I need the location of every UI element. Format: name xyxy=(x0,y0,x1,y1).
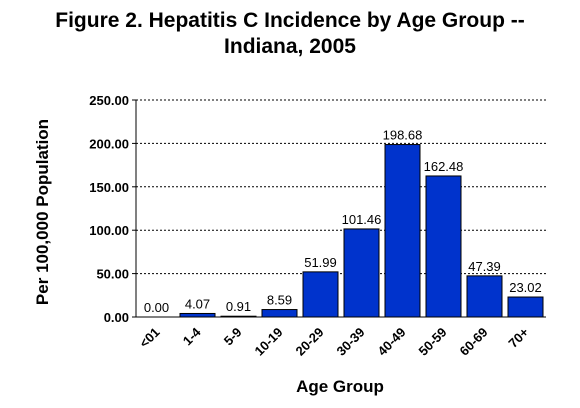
x-axis-label: Age Group xyxy=(296,377,384,396)
x-tick-label: 10-19 xyxy=(252,325,286,359)
data-label: 4.07 xyxy=(185,296,210,311)
bar xyxy=(261,309,298,318)
chart-title-line1: Figure 2. Hepatitis C Incidence by Age G… xyxy=(55,9,525,32)
bar xyxy=(425,175,462,318)
bar xyxy=(343,228,380,318)
x-tick-label: 60-69 xyxy=(457,325,491,359)
data-label: 101.46 xyxy=(342,212,382,227)
data-label: 0.91 xyxy=(226,299,251,314)
y-axis-ticks: 0.00 50.00 100.00 150.00 200.00 250.00 xyxy=(89,93,136,325)
y-tick-label: 150.00 xyxy=(89,180,129,195)
y-tick-label: 200.00 xyxy=(89,136,129,151)
data-label: 23.02 xyxy=(509,280,542,295)
bar xyxy=(466,275,503,318)
y-tick-label: 50.00 xyxy=(96,267,129,282)
bar xyxy=(302,271,339,318)
chart-title: Figure 2. Hepatitis C Incidence by Age G… xyxy=(0,8,580,60)
x-tick-label: 40-49 xyxy=(375,325,409,359)
data-label: 198.68 xyxy=(383,128,423,143)
y-axis-label: Per 100,000 Population xyxy=(33,119,52,305)
x-tick-label: 5-9 xyxy=(221,325,245,349)
x-tick-label: 1-4 xyxy=(180,324,204,348)
bars xyxy=(179,144,544,318)
data-label: 51.99 xyxy=(304,255,337,270)
x-tick-label: <01 xyxy=(136,325,162,351)
x-axis-ticks: <01 1-4 5-9 10-19 20-29 30-39 40-49 50-59 60-69 7… xyxy=(136,324,531,359)
data-label: 162.48 xyxy=(424,159,464,174)
gridlines xyxy=(136,99,546,275)
data-labels: 0.00 4.07 0.91 8.59 51.99 101.46 198.68 162.48 4… xyxy=(144,128,542,315)
y-tick-label: 100.00 xyxy=(89,223,129,238)
x-tick-label: 30-39 xyxy=(334,325,368,359)
data-label: 8.59 xyxy=(267,293,292,308)
x-tick-label: 50-59 xyxy=(416,325,450,359)
bar xyxy=(384,144,421,318)
bar xyxy=(179,312,216,318)
chart-title-line2: Indiana, 2005 xyxy=(224,35,356,58)
y-tick-label: 0.00 xyxy=(104,310,129,325)
bar xyxy=(507,296,544,318)
data-label: 47.39 xyxy=(468,259,501,274)
x-tick-label: 70+ xyxy=(505,324,531,350)
x-tick-label: 20-29 xyxy=(293,325,327,359)
data-label: 0.00 xyxy=(144,300,169,315)
y-tick-label: 250.00 xyxy=(89,93,129,108)
